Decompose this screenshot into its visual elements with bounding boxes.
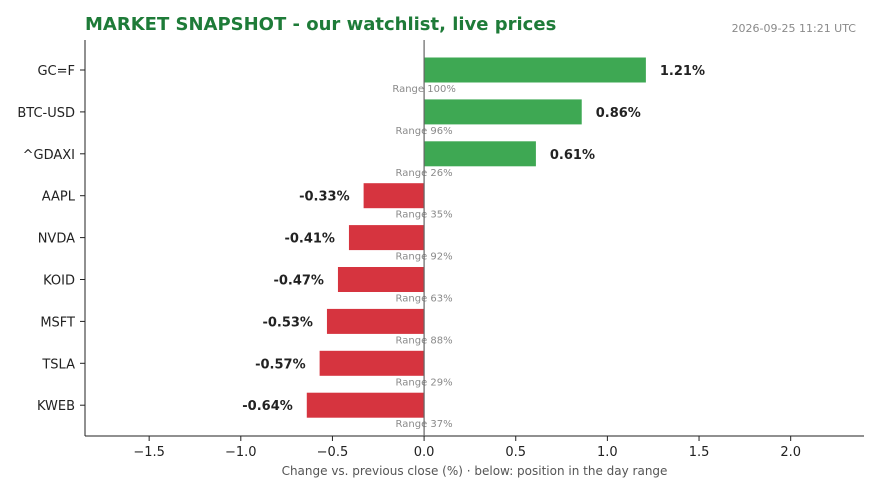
value-label: -0.47% — [273, 274, 324, 289]
bars-group — [306, 57, 646, 418]
category-label: KOID — [43, 274, 75, 289]
bar — [348, 225, 425, 251]
x-tick-label: 1.5 — [689, 445, 710, 460]
bar — [424, 141, 536, 167]
category-label: AAPL — [42, 190, 76, 205]
bar — [424, 99, 582, 125]
x-axis-title: Change vs. previous close (%) · below: p… — [282, 464, 668, 478]
bar — [424, 57, 646, 83]
labels-group: GC=F 1.21%Range 100%BTC-USD 0.86%Range 96%… — [17, 40, 705, 436]
x-tick-label: 0.0 — [414, 445, 435, 460]
category-label: NVDA — [38, 232, 75, 247]
value-label: 0.86% — [596, 106, 641, 121]
value-label: -0.64% — [242, 399, 293, 414]
x-tick-label: 0.5 — [505, 445, 526, 460]
value-label: -0.57% — [255, 357, 306, 372]
axes: −1.5 −1.0 −0.5 0.0 0.5 1.0 1.5 2.0 — [80, 40, 864, 460]
value-label: -0.53% — [262, 315, 313, 330]
bar — [306, 392, 425, 418]
chart-title: MARKET SNAPSHOT - our watchlist, live pr… — [85, 14, 557, 35]
value-label: 1.21% — [660, 64, 705, 79]
value-label: 0.61% — [550, 148, 595, 163]
bar — [363, 183, 425, 209]
bar — [326, 308, 425, 334]
category-label: GC=F — [37, 64, 75, 79]
category-label: KWEB — [37, 399, 75, 414]
x-tick-label: 2.0 — [780, 445, 801, 460]
category-label: BTC-USD — [17, 106, 75, 121]
bar — [319, 350, 425, 376]
category-label: ^GDAXI — [23, 148, 75, 163]
value-label: -0.33% — [299, 190, 350, 205]
value-label: -0.41% — [284, 232, 335, 247]
x-tick-label: −0.5 — [317, 445, 349, 460]
category-label: MSFT — [40, 315, 75, 330]
category-label: TSLA — [41, 357, 75, 372]
x-tick-label: 1.0 — [597, 445, 618, 460]
timestamp: 2026-09-25 11:21 UTC — [731, 22, 856, 35]
x-tick-label: −1.0 — [225, 445, 257, 460]
bar — [337, 267, 425, 292]
x-tick-label: −1.5 — [133, 445, 165, 460]
